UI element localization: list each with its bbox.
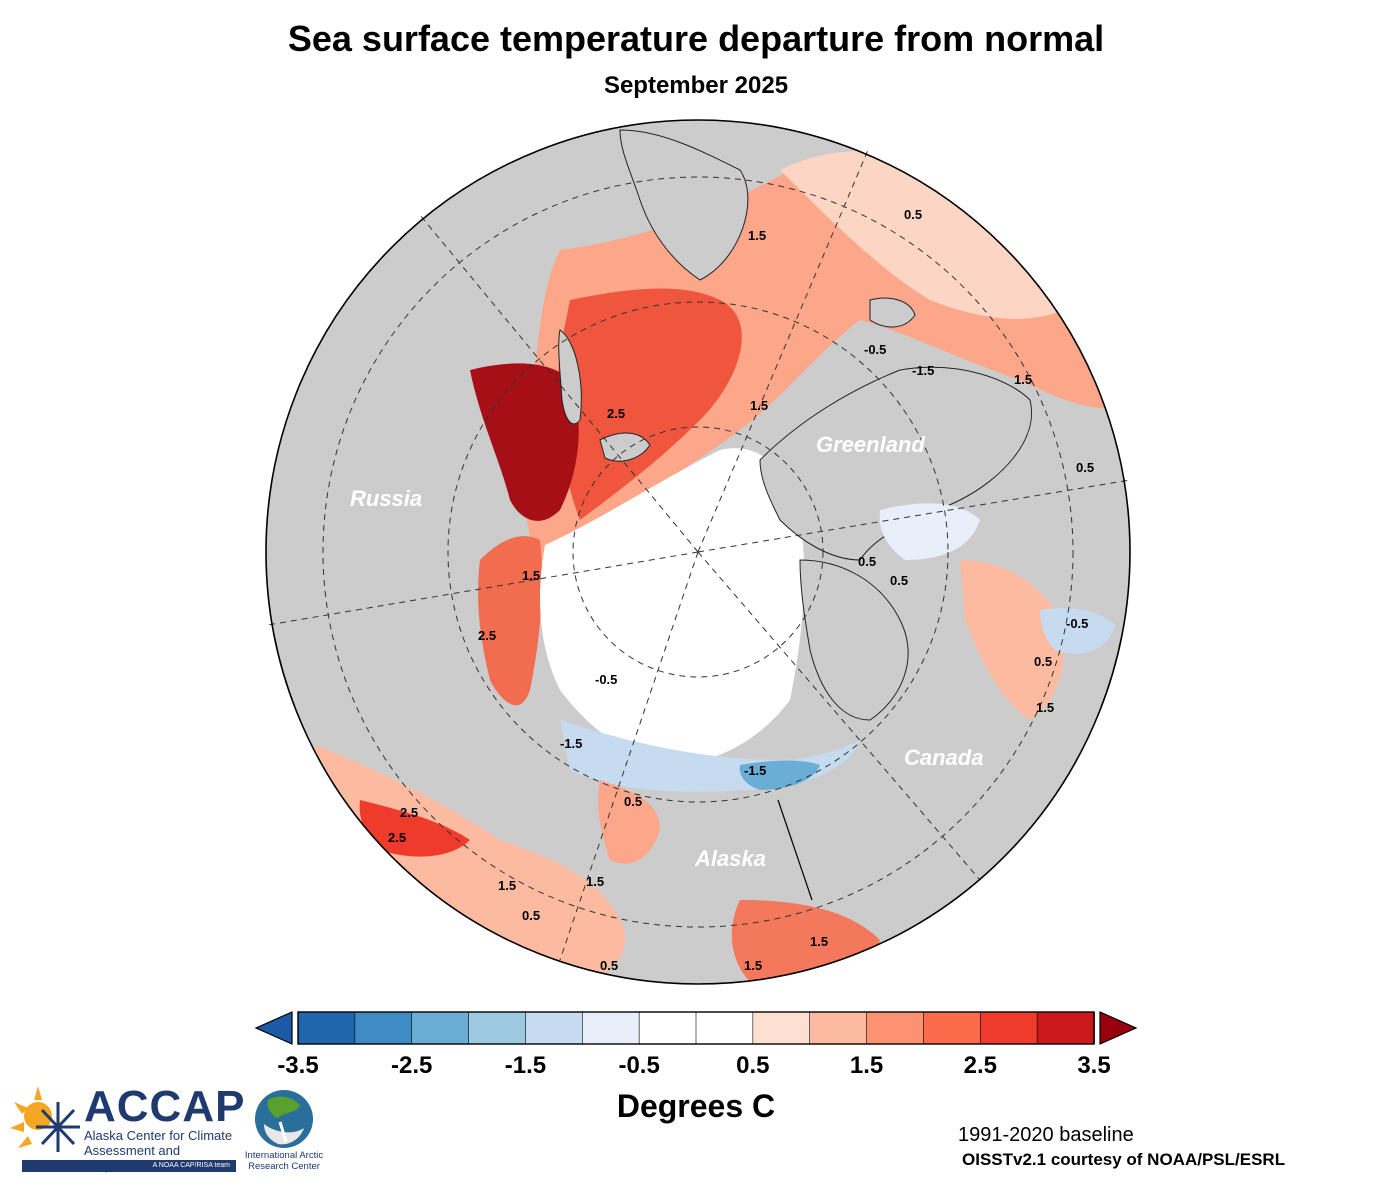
colorbar-bin <box>638 1011 697 1045</box>
colorbar-bin <box>581 1011 640 1045</box>
iceland-land <box>869 297 916 328</box>
contour-label: 1.5 <box>744 958 762 973</box>
colorbar-bin <box>525 1011 584 1045</box>
contour-label: 2.5 <box>478 628 496 643</box>
alaska-border-line <box>777 799 813 901</box>
iarc-line-2: Research Center <box>248 1161 320 1172</box>
canadian-archipelago <box>799 559 909 721</box>
hudson-bay-cold <box>1040 608 1115 654</box>
contour-label: -1.5 <box>744 763 766 778</box>
kara-anomaly <box>558 288 742 520</box>
greenland-land <box>759 366 1032 561</box>
colorbar-tick-label: -2.5 <box>391 1052 433 1079</box>
iarc-wordmark: International Arctic Research Center <box>234 1150 334 1172</box>
iarc-logo: International Arctic Research Center <box>234 1088 334 1178</box>
beaufort-cold-core <box>739 760 820 790</box>
colorbar-bin <box>809 1011 868 1045</box>
colorbar-bin <box>468 1011 527 1045</box>
contour-label: 1.5 <box>1014 372 1032 387</box>
accap-tagline-1: Alaska Center for Climate <box>84 1128 233 1143</box>
contour-label: 0.5 <box>600 958 618 973</box>
colorbar-under-arrow <box>254 1011 293 1045</box>
map-subtitle: September 2025 <box>603 72 789 99</box>
region-label-alaska: Alaska <box>694 846 766 871</box>
colorbar-bin <box>297 1011 356 1045</box>
contour-label: -0.5 <box>864 342 886 357</box>
map-disk <box>266 120 1130 984</box>
svalbard-land <box>599 432 651 462</box>
colorbar-over-arrow <box>1099 1011 1138 1045</box>
colorbar-tick-label: -1.5 <box>504 1052 547 1079</box>
contour-label: 0.5 <box>1034 654 1052 669</box>
contour-label: 0.5 <box>904 207 922 222</box>
data-source-note: OISSTv2.1 courtesy of NOAA/PSL/ESRL <box>962 1150 1286 1169</box>
colorbar-tick-label: -0.5 <box>618 1052 660 1079</box>
globe-icon <box>255 1090 313 1148</box>
colorbar-bin <box>866 1011 925 1045</box>
central-arctic <box>540 448 805 765</box>
colorbar-bin <box>695 1011 754 1045</box>
colorbar-bin <box>354 1011 413 1045</box>
colorbar-label: Degrees C <box>616 1088 776 1124</box>
contour-label: -1.5 <box>560 736 582 751</box>
region-label-canada: Canada <box>904 745 983 770</box>
iarc-line-1: International Arctic <box>244 1150 324 1161</box>
colorbar-bin <box>411 1011 470 1045</box>
colorbar <box>254 1011 1138 1045</box>
accap-wordmark: ACCAP <box>84 1082 246 1131</box>
region-label-russia: Russia <box>350 486 422 511</box>
colorbar-bin <box>752 1011 811 1045</box>
colorbar-tick-label: 0.5 <box>736 1052 770 1079</box>
contour-label: 1.5 <box>750 398 768 413</box>
novaya-zemlya-land <box>558 329 582 425</box>
map-outline <box>265 119 1131 985</box>
contour-label: 2.5 <box>607 406 625 421</box>
colorbar-tick-label: 3.5 <box>1077 1052 1111 1079</box>
contour-label: 2.5 <box>400 805 418 820</box>
scandinavia-land <box>619 129 749 281</box>
contour-label: -0.5 <box>1066 616 1088 631</box>
contour-label: 1.5 <box>498 878 516 893</box>
baseline-note: 1991-2020 baseline <box>958 1124 1134 1146</box>
white-sea-anomaly <box>470 363 579 521</box>
contour-label: 1.5 <box>1036 700 1054 715</box>
colorbar-bins <box>297 1011 1095 1045</box>
contour-label: 0.5 <box>890 573 908 588</box>
colorbar-frame <box>297 1011 1095 1045</box>
contour-label: 0.5 <box>858 554 876 569</box>
contour-label: 0.5 <box>1076 460 1094 475</box>
east-siberian-anomaly <box>478 536 542 706</box>
chukchi-warm-anomaly <box>598 780 660 864</box>
contour-label: 0.5 <box>624 794 642 809</box>
contour-label: -1.5 <box>912 363 934 378</box>
norwegian-sea-anomaly <box>780 151 1080 319</box>
graticule <box>267 149 1131 961</box>
colorbar-bin <box>979 1011 1038 1045</box>
colorbar-tick-label: 1.5 <box>849 1052 884 1079</box>
sun-snowflake-icon <box>10 1086 80 1152</box>
contour-label: 1.5 <box>522 568 540 583</box>
accap-logo: ACCAP Alaska Center for Climate Assessme… <box>8 1078 244 1174</box>
contour-label: -0.5 <box>595 672 617 687</box>
region-label-greenland: Greenland <box>816 432 925 457</box>
contour-label: 1.5 <box>748 228 766 243</box>
contour-label: 0.5 <box>522 908 540 923</box>
accap-team-bar: A NOAA CAP/RISA team <box>22 1160 236 1172</box>
contour-label: 1.5 <box>810 934 828 949</box>
map-title: Sea surface temperature departure from n… <box>287 18 1105 59</box>
colorbar-tick-label: 2.5 <box>963 1052 997 1079</box>
colorbar-bin <box>923 1011 982 1045</box>
hudson-bay-water <box>960 560 1064 720</box>
contour-label: 2.5 <box>388 830 406 845</box>
contour-label: 1.5 <box>586 874 604 889</box>
colorbar-tick-label: -3.5 <box>277 1052 319 1079</box>
okhotsk-anomaly <box>359 800 470 857</box>
colorbar-bin <box>1036 1011 1095 1045</box>
